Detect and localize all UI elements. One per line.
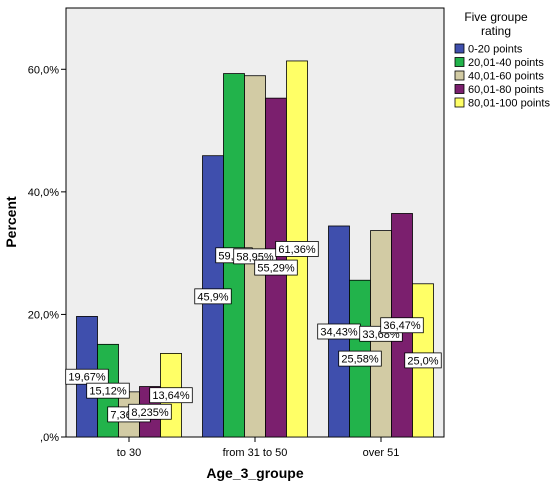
- data-label: 36,47%: [380, 317, 424, 334]
- legend-item: 60,01-80 points: [454, 84, 544, 96]
- legend-label: 20,01-40 points: [468, 57, 544, 69]
- data-label-box: [380, 317, 424, 334]
- legend-item: 0-20 points: [454, 43, 523, 56]
- legend-title-line-2: rating: [481, 24, 511, 38]
- data-label-text: 19,67%: [68, 372, 106, 384]
- legend-label: 60,01-80 points: [468, 84, 544, 96]
- data-labels-layer: 19,67%15,12%7,368%8,235%13,64%45,9%59,3%…: [65, 241, 442, 423]
- data-label: 15,12%: [86, 382, 130, 399]
- y-tick-label: 60,0%: [28, 64, 59, 76]
- legend-label: 0-20 points: [468, 44, 523, 56]
- y-tick-label: 20,0%: [28, 309, 59, 321]
- x-tick-label: from 31 to 50: [223, 447, 288, 459]
- data-label-text: 45,9%: [197, 291, 228, 303]
- data-label: 45,9%: [194, 288, 232, 305]
- data-label-text: 15,12%: [89, 386, 127, 398]
- data-label-box: [128, 403, 172, 420]
- x-tick-label: over 51: [363, 447, 400, 459]
- legend-swatch: [454, 57, 465, 67]
- x-axis-title: Age_3_groupe: [206, 465, 303, 481]
- x-tick-label: to 30: [117, 447, 141, 459]
- data-label-box: [254, 259, 298, 276]
- data-label-box: [404, 352, 442, 369]
- y-tick-label: ,0%: [40, 432, 59, 444]
- y-axis-title: Percent: [3, 196, 19, 248]
- legend-item: 20,01-40 points: [454, 57, 544, 69]
- data-label: 34,43%: [317, 323, 361, 340]
- y-tick-label: 40,0%: [28, 187, 59, 199]
- legend-item: 80,01-100 points: [454, 97, 550, 110]
- data-label: 61,36%: [275, 241, 319, 257]
- legend-item: 40,01-60 points: [454, 70, 544, 83]
- data-label: 13,64%: [149, 387, 193, 404]
- legend-label: 40,01-60 points: [468, 71, 544, 83]
- data-label-text: 25,0%: [407, 355, 438, 367]
- data-label-text: 34,43%: [320, 326, 358, 338]
- data-label: 19,67%: [65, 368, 109, 385]
- data-label: 25,58%: [338, 350, 382, 367]
- x-axis: to 30 from 31 to 50 over 51: [117, 437, 400, 459]
- data-label: 25,0%: [404, 352, 442, 369]
- data-label-box: [86, 382, 130, 399]
- legend-swatch: [454, 70, 465, 81]
- data-label-text: 61,36%: [278, 244, 316, 256]
- data-label-text: 36,47%: [383, 320, 421, 332]
- data-label-text: 25,58%: [341, 354, 379, 366]
- y-axis: ,0% 20,0% 40,0% 60,0%: [28, 64, 66, 444]
- legend-label: 80,01-100 points: [468, 98, 550, 110]
- data-label-box: [275, 241, 319, 257]
- legend-title-line-1: Five groupe: [464, 10, 528, 24]
- data-label-box: [194, 288, 232, 305]
- legend-swatch: [454, 43, 465, 54]
- data-label: 55,29%: [254, 259, 298, 276]
- data-label-box: [149, 387, 193, 404]
- data-label-text: 55,29%: [257, 263, 295, 275]
- data-label-text: 8,235%: [131, 407, 169, 419]
- legend-swatch: [454, 97, 465, 108]
- legend-swatch: [454, 84, 465, 94]
- data-label: 8,235%: [128, 403, 172, 420]
- data-label-box: [338, 350, 382, 367]
- data-label-text: 13,64%: [152, 390, 190, 402]
